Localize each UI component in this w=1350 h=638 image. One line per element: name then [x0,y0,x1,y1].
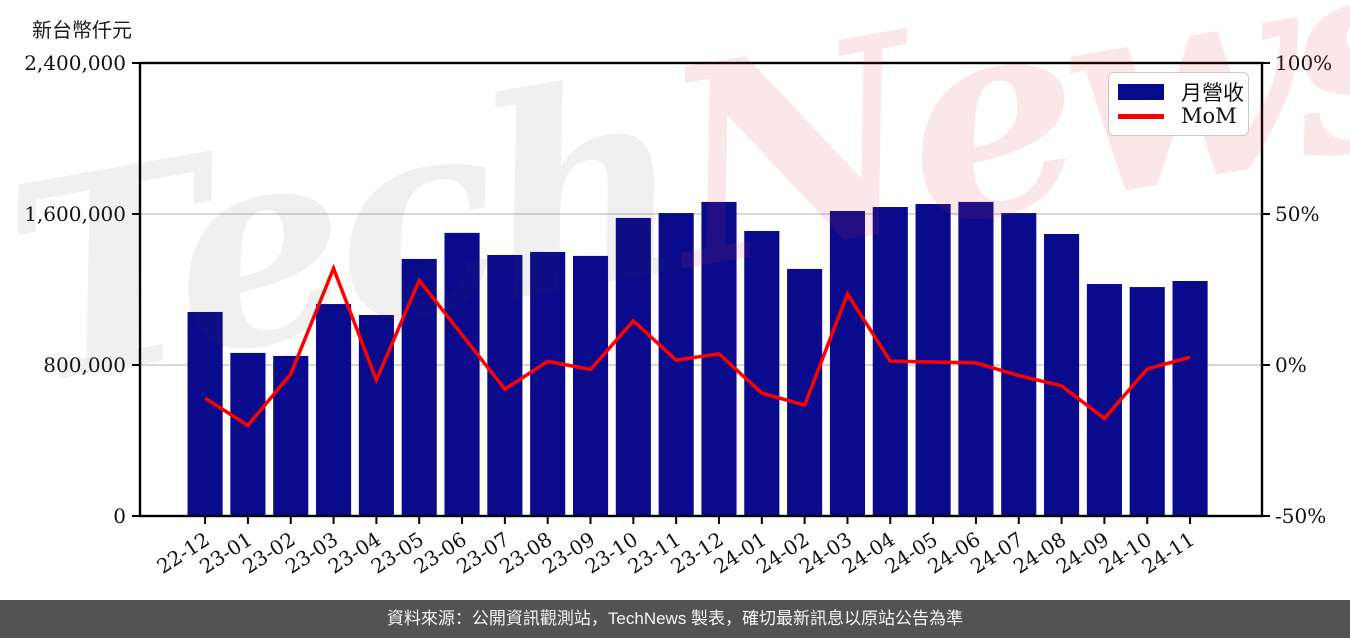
revenue-bar [744,230,780,517]
revenue-bar [401,258,437,516]
y-axis-unit-label: 新台幣仟元 [32,18,132,42]
revenue-bar [230,352,266,516]
revenue-bar [187,311,223,516]
footer-source-bar: 資料來源：公開資訊觀測站，TechNews 製表，確切最新訊息以原站公告為準 [0,600,1350,638]
revenue-bar [829,210,866,517]
revenue-bar [1172,281,1208,516]
revenue-bar [316,304,352,516]
revenue-bar [487,254,523,517]
revenue-bar [958,201,994,517]
revenue-bar [1129,287,1165,516]
footer-source-text: 資料來源：公開資訊觀測站，TechNews 製表，確切最新訊息以原站公告為準 [386,609,964,628]
legend-revenue-label: 月營收 [1181,81,1244,105]
revenue-bar [787,268,823,516]
revenue-bar [701,201,737,517]
revenue-bar [1001,213,1037,516]
revenue-bar [615,217,651,516]
legend-item-revenue: 月營收 [1118,80,1244,105]
revenue-bar [1086,284,1122,516]
mom-line [204,263,1191,428]
revenue-bar [273,355,309,516]
revenue-mom-chart: 0800,0001,600,0002,400,000-50%0%50%100%2… [24,51,1332,579]
right-axis-tick-label: 0% [1275,353,1307,377]
legend: 月營收 MoM [1108,72,1249,136]
right-axis-tick-label: 50% [1275,202,1319,226]
legend-item-mom: MoM [1118,104,1238,128]
right-axis-tick-label: 100% [1275,51,1332,75]
revenue-bar [1044,234,1080,516]
plot-border [138,61,1264,518]
revenue-bar [530,251,566,516]
right-axis-tick-label: -50% [1275,504,1326,528]
left-axis-tick-label: 2,400,000 [24,51,126,75]
left-axis-tick-label: 0 [113,504,126,528]
revenue-bar [572,255,609,516]
revenue-bar [658,213,694,516]
legend-bar-swatch [1118,84,1164,100]
legend-mom-label: MoM [1181,104,1237,128]
left-axis-tick-label: 800,000 [43,353,126,377]
revenue-bar [444,232,480,516]
legend-line-swatch [1118,113,1164,119]
left-axis-tick-label: 1,600,000 [24,202,126,226]
